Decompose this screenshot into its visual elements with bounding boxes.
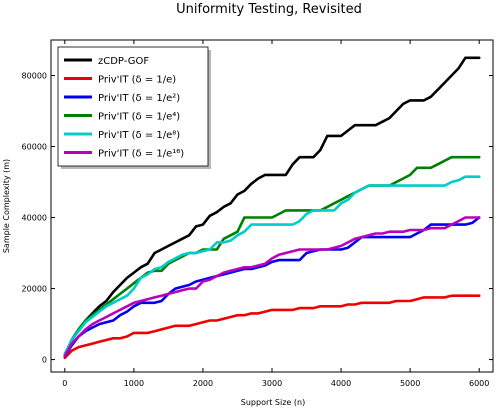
x-tick-label: 1000 <box>124 379 144 388</box>
legend-label: Priv'IT (δ = 1/e⁴) <box>98 112 180 123</box>
series-line-4 <box>63 175 481 356</box>
y-tick-label: 60000 <box>22 143 47 152</box>
axis-ticks: 0 1000 2000 3000 4000 5000 6000020000400006000… <box>22 40 493 388</box>
series-layer <box>63 56 481 360</box>
y-axis-label: Sample Complexity (m) <box>2 159 11 253</box>
y-tick-label: 80000 <box>22 72 47 81</box>
legend-label: Priv'IT (δ = 1/e¹⁶) <box>98 149 184 160</box>
legend-label: zCDP-GOF <box>98 56 149 67</box>
legend: zCDP-GOF Priv'IT (δ = 1/e) Priv'IT (δ = 1/… <box>57 46 211 169</box>
x-tick-label: 6000 <box>469 379 489 388</box>
y-tick-label: 40000 <box>22 214 47 223</box>
x-tick-label: 3000 <box>262 379 282 388</box>
x-tick-label: 0 <box>62 379 67 388</box>
series-line-0 <box>63 56 481 358</box>
legend-label: Priv'IT (δ = 1/e⁸) <box>98 130 180 141</box>
x-tick-label: 5000 <box>400 379 420 388</box>
series-line-2 <box>63 216 481 358</box>
legend-label: Priv'IT (δ = 1/e²) <box>98 93 180 104</box>
y-tick-label: 20000 <box>22 285 47 294</box>
series-line-1 <box>63 294 481 360</box>
series-line-3 <box>63 155 481 356</box>
legend-label: Priv'IT (δ = 1/e) <box>98 75 176 86</box>
chart-title: Uniformity Testing, Revisited <box>176 2 362 17</box>
legend-box <box>57 46 209 167</box>
series-line-5 <box>63 216 481 358</box>
x-tick-label: 2000 <box>193 379 213 388</box>
x-tick-label: 4000 <box>331 379 351 388</box>
y-tick-label: 0 <box>42 356 47 365</box>
x-axis-label: Support Size (n) <box>241 398 305 407</box>
